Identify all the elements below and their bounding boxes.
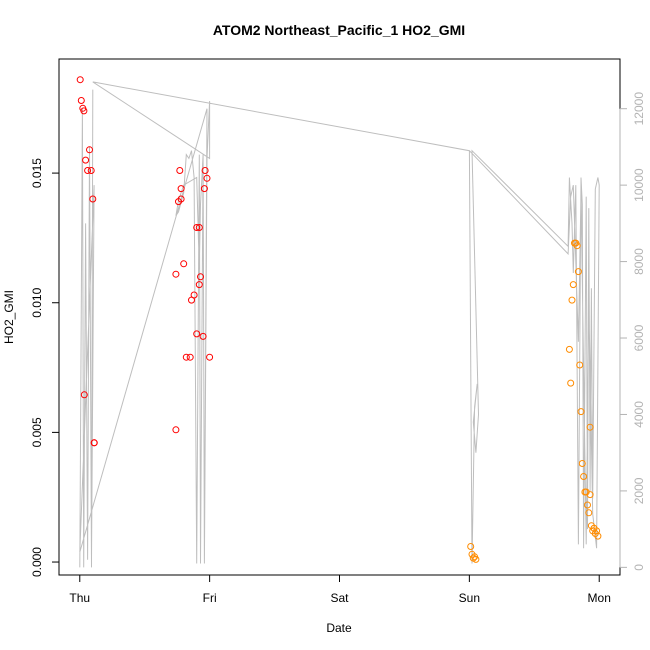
data-point-series-1 [186,353,194,361]
data-point-series-1 [90,439,98,447]
y-tick-label: 0.000 [30,547,44,577]
data-point-series-1 [193,330,201,338]
data-point-series-1 [177,185,185,193]
data-point-series-2 [574,268,582,276]
chart-title: ATOM2 Northeast_Pacific_1 HO2_GMI [213,22,465,38]
y2-tick-label: 8000 [632,248,646,275]
y-tick-label: 0.005 [30,417,44,447]
x-tick-label: Sat [330,591,349,605]
data-point-series-2 [590,524,598,532]
data-points-layer [76,76,602,563]
data-point-series-1 [87,167,95,174]
data-point-series-1 [180,260,188,268]
plot-frame [58,58,621,576]
data-point-series-2 [472,555,480,563]
data-point-series-1 [80,391,88,399]
data-point-series-1 [86,146,93,154]
data-point-series-2 [573,242,581,250]
x-tick-label: Thu [69,591,90,605]
y-axis-label: HO2_GMI [2,290,16,344]
data-point-series-2 [467,543,475,550]
y2-tick-label: 6000 [632,324,646,351]
y2-tick-label: 4000 [632,401,646,428]
data-point-series-2 [585,509,593,517]
x-tick-label: Sun [459,591,480,605]
x-tick-label: Fri [203,591,217,605]
data-point-series-2 [569,281,577,289]
data-point-series-2 [580,473,588,480]
data-point-series-2 [565,345,573,353]
y-tick-label: 0.010 [30,287,44,317]
data-point-series-1 [195,224,203,231]
data-point-series-1 [89,195,97,203]
data-point-series-1 [182,353,190,361]
data-point-series-1 [200,185,208,193]
data-point-series-2 [576,361,584,369]
data-point-series-1 [77,97,85,104]
data-point-series-2 [586,491,594,499]
data-point-series-2 [578,460,586,467]
data-point-series-1 [172,270,180,278]
y2-tick-label: 10000 [632,168,646,202]
data-point-series-2 [568,296,576,304]
data-point-series-1 [76,76,84,84]
data-point-series-1 [206,353,214,361]
y2-tick-label: 0 [632,564,646,571]
data-point-series-1 [80,107,88,115]
axes-layer: Thu Fri Sat Sun Mon 0.000 0.005 0.010 0.015 0 2000… [30,92,646,605]
y2-tick-label: 2000 [632,477,646,504]
data-point-series-1 [201,167,209,174]
x-axis-label: Date [326,621,352,635]
data-point-series-2 [586,423,594,431]
data-point-series-1 [197,273,204,281]
data-point-series-1 [190,291,198,299]
y-tick-label: 0.015 [30,158,44,188]
altitude-line-layer [79,81,600,568]
data-point-series-1 [203,174,211,182]
altitude-line [79,81,600,568]
data-point-series-2 [584,501,591,509]
data-point-series-1 [176,167,184,174]
data-point-series-2 [567,379,575,387]
x-tick-label: Mon [588,591,611,605]
data-point-series-1 [199,332,207,340]
data-point-series-1 [84,167,92,174]
data-point-series-1 [193,224,201,231]
data-point-series-1 [177,195,185,203]
y2-tick-label: 12000 [632,92,646,126]
data-point-series-2 [577,408,585,416]
data-point-series-2 [594,532,602,540]
data-point-series-1 [195,281,203,289]
data-point-series-1 [82,156,90,164]
data-point-series-1 [172,426,180,434]
